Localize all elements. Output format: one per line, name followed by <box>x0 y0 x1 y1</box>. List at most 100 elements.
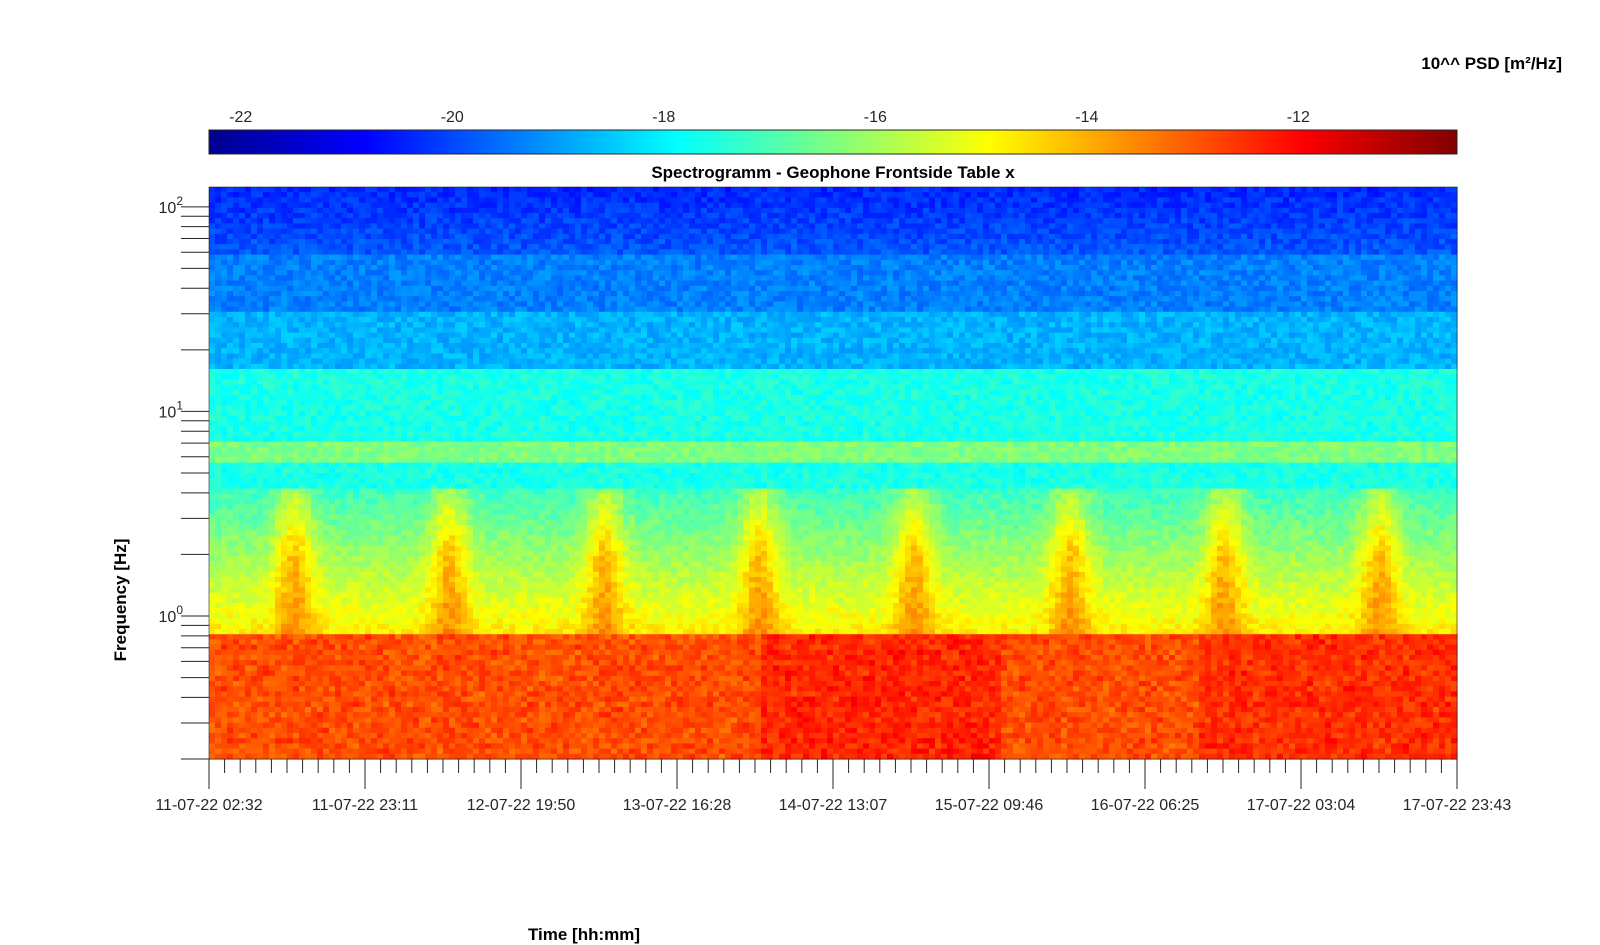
heatmap-cell <box>1451 270 1458 276</box>
heatmap-cell <box>839 244 846 250</box>
heatmap-cell <box>1361 192 1368 198</box>
heatmap-cell <box>977 192 984 198</box>
heatmap-cell <box>1271 275 1278 281</box>
heatmap-cell <box>413 192 420 198</box>
heatmap-cell <box>863 239 870 245</box>
heatmap-cell <box>929 301 936 307</box>
heatmap-cell <box>1247 275 1254 281</box>
heatmap-cell <box>575 281 582 287</box>
heatmap-cell <box>893 275 900 281</box>
heatmap-cell <box>467 234 474 240</box>
heatmap-cell <box>233 187 240 193</box>
heatmap-cell <box>1187 187 1194 193</box>
heatmap-cell <box>1127 218 1134 224</box>
heatmap-cell <box>713 197 720 203</box>
heatmap-cell <box>677 218 684 224</box>
heatmap-cell <box>533 187 540 193</box>
heatmap-cell <box>1277 239 1284 245</box>
heatmap-cell <box>1037 275 1044 281</box>
heatmap-cell <box>1427 249 1434 255</box>
heatmap-cell <box>821 275 828 281</box>
heatmap-cell <box>911 208 918 214</box>
heatmap-cell <box>707 307 714 313</box>
heatmap-cell <box>1025 223 1032 229</box>
heatmap-cell <box>605 229 612 235</box>
heatmap-cell <box>1331 203 1338 209</box>
heatmap-cell <box>449 234 456 240</box>
heatmap-cell <box>497 260 504 266</box>
heatmap-cell <box>491 275 498 281</box>
heatmap-cell <box>569 192 576 198</box>
heatmap-cell <box>893 223 900 229</box>
heatmap-cell <box>1055 208 1062 214</box>
heatmap-cell <box>1391 281 1398 287</box>
heatmap-cell <box>929 203 936 209</box>
heatmap-cell <box>299 197 306 203</box>
heatmap-cell <box>485 291 492 297</box>
heatmap-cell <box>947 197 954 203</box>
heatmap-cell <box>233 286 240 292</box>
heatmap-cell <box>485 203 492 209</box>
heatmap-cell <box>761 208 768 214</box>
heatmap-cell <box>1277 208 1284 214</box>
heatmap-cell <box>911 239 918 245</box>
heatmap-cell <box>287 270 294 276</box>
heatmap-cell <box>635 239 642 245</box>
heatmap-cell <box>1169 270 1176 276</box>
heatmap-cell <box>1271 270 1278 276</box>
heatmap-cell <box>1325 260 1332 266</box>
heatmap-cell <box>569 265 576 271</box>
heatmap-cell <box>815 307 822 313</box>
heatmap-cell <box>1379 265 1386 271</box>
heatmap-cell <box>1151 249 1158 255</box>
heatmap-cell <box>257 255 264 261</box>
heatmap-cell <box>245 213 252 219</box>
heatmap-cell <box>725 265 732 271</box>
heatmap-cell <box>1427 265 1434 271</box>
heatmap-cell <box>719 229 726 235</box>
heatmap-cell <box>1241 286 1248 292</box>
heatmap-cell <box>809 255 816 261</box>
heatmap-cell <box>959 213 966 219</box>
heatmap-cell <box>1013 239 1020 245</box>
heatmap-cell <box>557 260 564 266</box>
heatmap-cell <box>1325 223 1332 229</box>
heatmap-cell <box>269 307 276 313</box>
heatmap-cell <box>365 187 372 193</box>
heatmap-cell <box>1181 255 1188 261</box>
heatmap-cell <box>1247 208 1254 214</box>
heatmap-cell <box>917 192 924 198</box>
heatmap-cell <box>671 223 678 229</box>
heatmap-cell <box>437 187 444 193</box>
heatmap-cell <box>221 218 228 224</box>
heatmap-cell <box>341 260 348 266</box>
heatmap-cell <box>227 281 234 287</box>
heatmap-cell <box>731 218 738 224</box>
heatmap-cell <box>671 192 678 198</box>
heatmap-cell <box>281 213 288 219</box>
heatmap-cell <box>1037 192 1044 198</box>
heatmap-cell <box>431 208 438 214</box>
heatmap-cell <box>515 218 522 224</box>
heatmap-cell <box>1169 307 1176 313</box>
heatmap-cell <box>533 234 540 240</box>
heatmap-cell <box>461 229 468 235</box>
heatmap-cell <box>1295 265 1302 271</box>
heatmap-cell <box>257 208 264 214</box>
heatmap-cell <box>1109 291 1116 297</box>
heatmap-cell <box>635 229 642 235</box>
heatmap-cell <box>1061 197 1068 203</box>
heatmap-cell <box>1187 265 1194 271</box>
heatmap-cell <box>827 249 834 255</box>
heatmap-cell <box>1139 301 1146 307</box>
heatmap-cell <box>953 281 960 287</box>
heatmap-cell <box>689 301 696 307</box>
heatmap-cell <box>935 229 942 235</box>
heatmap-cell <box>1031 203 1038 209</box>
heatmap-cell <box>395 291 402 297</box>
heatmap-cell <box>293 203 300 209</box>
heatmap-cell <box>401 275 408 281</box>
heatmap-cell <box>233 239 240 245</box>
heatmap-cell <box>431 270 438 276</box>
heatmap-cell <box>1037 307 1044 313</box>
